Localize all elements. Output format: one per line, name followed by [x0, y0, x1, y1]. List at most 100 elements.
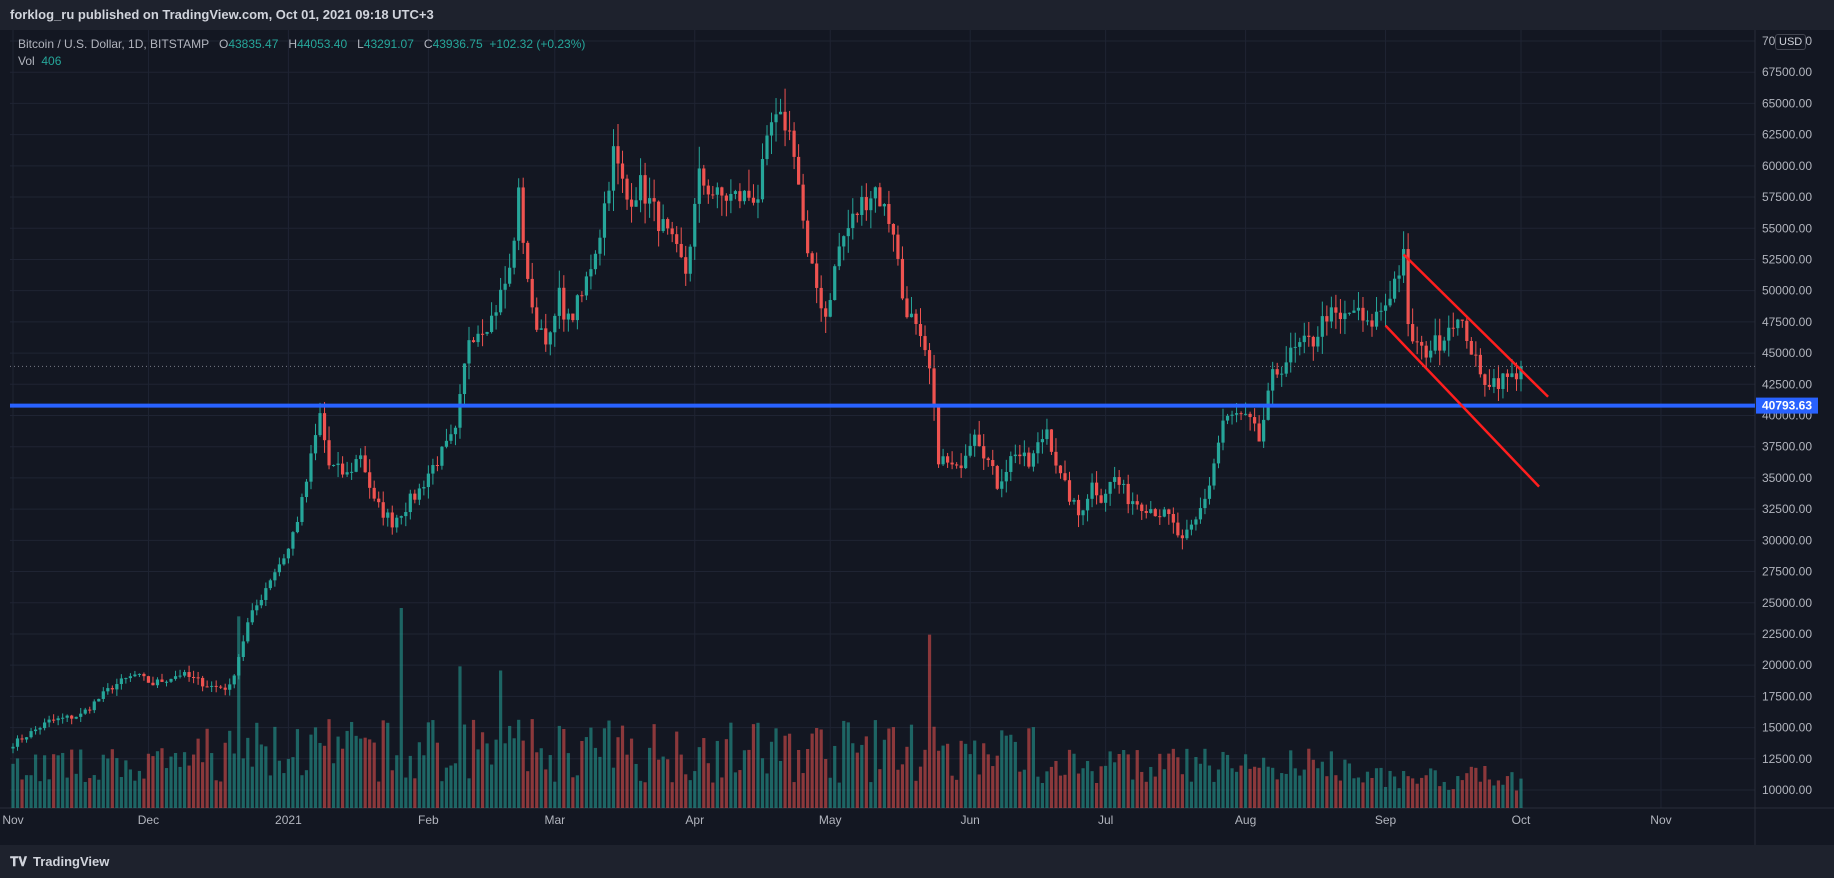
candle-body — [932, 368, 936, 407]
volume-bar — [1081, 768, 1085, 808]
y-tick-label: 20000.00 — [1762, 658, 1812, 672]
candle-body — [43, 722, 47, 729]
publish-header-text: forklog_ru published on TradingView.com,… — [10, 7, 434, 22]
candle-body — [778, 111, 783, 115]
candle-body — [494, 312, 498, 316]
y-tick-label: 62500.00 — [1762, 128, 1812, 142]
volume-bar — [729, 722, 733, 808]
volume-bar — [964, 743, 968, 808]
candle-body — [860, 197, 864, 215]
volume-bar — [1379, 767, 1383, 808]
candle-body — [1275, 369, 1279, 375]
candle-body — [706, 185, 710, 195]
volume-bar — [237, 616, 241, 808]
volume-bar — [160, 748, 164, 808]
volume-bar — [589, 727, 593, 808]
candle-body — [1198, 508, 1203, 520]
volume-bar — [187, 765, 191, 808]
volume-bar — [88, 778, 92, 808]
volume-bar — [584, 737, 589, 808]
candle-body — [286, 548, 291, 559]
candle-body — [476, 333, 480, 343]
candle-body — [61, 717, 65, 719]
tradingview-logo-icon[interactable]: 𝐓𝐕 — [10, 854, 27, 869]
volume-bar — [273, 726, 277, 808]
volume-bar — [390, 770, 394, 808]
volume-bar — [322, 745, 327, 808]
volume-bar — [1483, 766, 1487, 808]
volume-bar — [977, 774, 981, 808]
volume-bar — [1009, 734, 1013, 808]
volume-bar — [553, 781, 557, 808]
volume-bar — [1311, 759, 1315, 808]
candle-body — [273, 572, 277, 581]
candle-body — [440, 446, 444, 466]
volume-bar — [1338, 780, 1343, 808]
volume-bar — [720, 777, 724, 808]
footer-brand[interactable]: TradingView — [33, 854, 110, 869]
volume-bar — [155, 751, 160, 808]
volume-bar — [1180, 774, 1184, 808]
candle-body — [1027, 452, 1031, 467]
candle-body — [1085, 498, 1090, 511]
legend-change: +102.32 (+0.23%) — [489, 37, 586, 51]
candle-body — [964, 455, 968, 469]
candle-body — [837, 246, 841, 267]
volume-bar — [399, 608, 403, 808]
volume-bar — [1374, 768, 1379, 808]
candle-body — [453, 427, 458, 435]
volume-bar — [968, 754, 972, 808]
y-tick-label: 32500.00 — [1762, 502, 1812, 516]
currency-button[interactable]: USD — [1775, 34, 1807, 50]
candle-body — [237, 657, 241, 676]
candlestick-chart[interactable]: 10000.00 12500.00 15000.00 17500.00 20000.00… — [0, 30, 1834, 845]
volume-bar — [638, 780, 643, 808]
volume-bar — [1257, 767, 1261, 808]
volume-bar — [751, 724, 756, 808]
volume-bar — [56, 755, 60, 808]
channel-line — [1402, 253, 1549, 398]
volume-bar — [1293, 768, 1297, 808]
volume-bar — [1049, 766, 1054, 808]
volume-bar — [526, 771, 530, 808]
volume-bar — [927, 634, 932, 808]
volume-bar — [426, 722, 430, 808]
volume-bar — [1036, 776, 1040, 808]
candle-body — [449, 434, 453, 441]
volume-bar — [1365, 771, 1370, 808]
candle-body — [887, 204, 891, 224]
legend-vol: 406 — [41, 54, 62, 68]
volume-bar — [1216, 769, 1221, 808]
candle-body — [521, 187, 525, 243]
candle-body — [801, 184, 805, 221]
candle-body — [1054, 451, 1058, 466]
candle-body — [331, 464, 336, 466]
volume-bar — [643, 782, 647, 808]
volume-bar — [1027, 728, 1031, 808]
chart-area[interactable]: Bitcoin / U.S. Dollar, 1D, BITSTAMP O438… — [0, 30, 1834, 845]
candle-body — [715, 187, 719, 195]
candle-body — [480, 333, 485, 335]
candle-body — [1411, 324, 1415, 342]
volume-bar — [345, 730, 349, 808]
volume-bar — [1447, 789, 1451, 808]
candle-body — [1406, 249, 1410, 325]
candle-body — [548, 332, 552, 345]
candle-body — [936, 406, 941, 465]
volume-bar — [914, 780, 918, 808]
volume-bar — [137, 770, 142, 808]
volume-bar — [1144, 781, 1148, 808]
candle-body — [210, 685, 214, 687]
legend-row-ohlc: Bitcoin / U.S. Dollar, 1D, BITSTAMP O438… — [18, 36, 585, 53]
candle-body — [1022, 452, 1026, 457]
volume-bar — [110, 749, 114, 808]
candle-body — [1108, 481, 1112, 494]
volume-bar — [43, 755, 47, 808]
volume-bar — [1298, 775, 1302, 808]
volume-bar — [1275, 779, 1279, 808]
candle-body — [137, 673, 142, 675]
volume-bar — [941, 745, 945, 808]
volume-bar — [571, 777, 575, 808]
x-tick-label: Jul — [1098, 813, 1113, 827]
volume-bar — [1221, 751, 1225, 808]
